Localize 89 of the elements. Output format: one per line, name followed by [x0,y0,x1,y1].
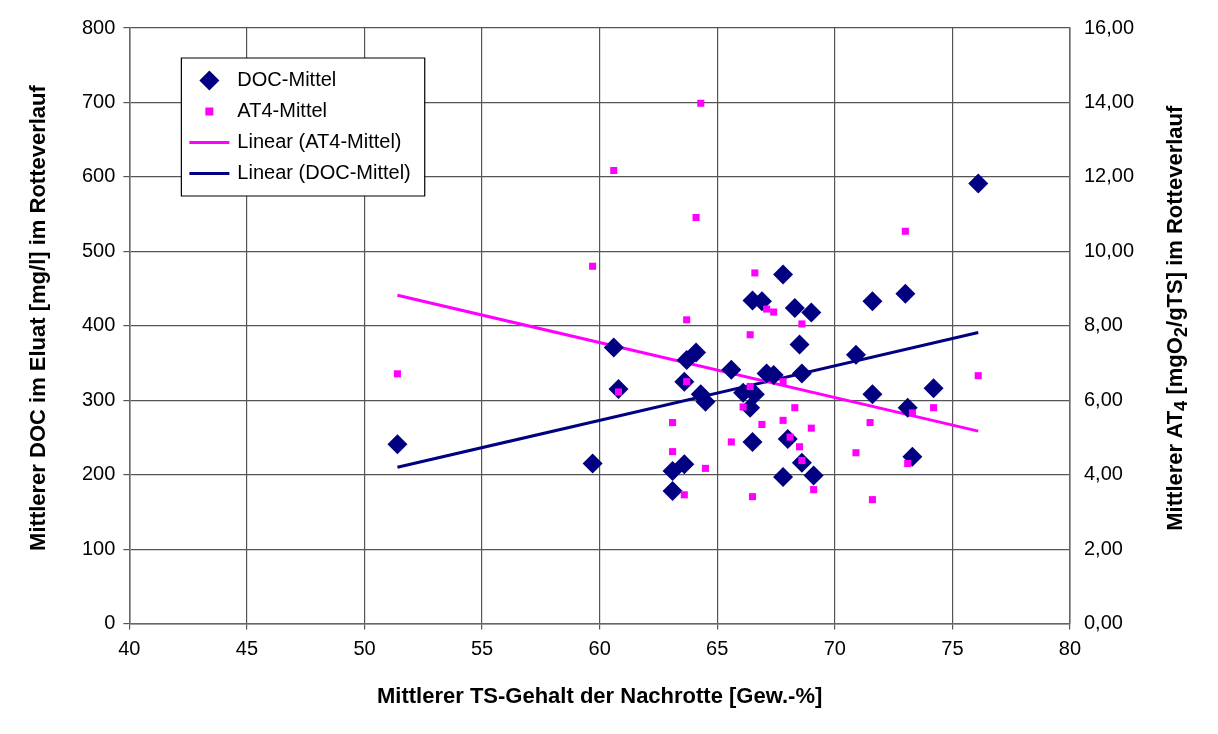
x-tick-label: 40 [118,637,141,660]
point [589,262,597,270]
y2-tick-label: 12,00 [1083,164,1135,187]
point [669,448,677,456]
point [974,372,982,380]
point [773,264,794,285]
y-axis-title: Mittlerer DOC im Eluat [mg/l] im Rotteverlauf [25,84,51,553]
point [904,460,912,468]
point [908,409,916,417]
point [784,297,805,318]
y2-tick-label: 0,00 [1083,611,1123,634]
point [746,331,754,339]
point [779,416,787,424]
point [791,363,812,384]
point [721,359,742,380]
point [742,431,763,452]
point [968,173,989,194]
x-tick-label: 50 [353,637,376,660]
y2-tick-label: 6,00 [1083,387,1123,410]
point [686,342,707,363]
point [697,99,705,107]
x-axis-title: Mittlerer TS-Gehalt der Nachrotte [Gew.-%] [376,682,823,708]
point [727,438,735,446]
point [801,302,822,323]
y2-tick-label: 10,00 [1083,238,1135,261]
point [692,213,700,222]
point [895,283,916,304]
y-tick-label: 800 [81,15,116,38]
x-tick-label: 45 [235,637,259,660]
y2-tick-label: 14,00 [1083,89,1135,112]
point [810,486,818,494]
point [789,334,810,355]
point [770,308,778,316]
point [739,403,747,411]
point [393,370,401,378]
point [763,305,771,313]
point [862,291,883,312]
point [669,419,677,427]
y-tick-label: 500 [81,238,116,261]
point [758,420,766,428]
point [674,454,695,475]
point [791,404,799,412]
legend-label: AT4-Mittel [237,99,328,122]
y2-tick-label: 2,00 [1083,536,1123,559]
point [680,491,688,499]
x-tick-label: 70 [823,637,846,660]
point [779,378,787,386]
point [862,384,883,405]
legend-label: Linear (DOC-Mittel) [237,161,411,184]
point [796,443,804,451]
point [683,316,691,324]
legend-label: Linear (AT4-Mittel) [237,130,402,153]
point [662,460,683,481]
point [387,434,408,455]
y2-tick-label: 8,00 [1083,313,1123,336]
x-tick-label: 60 [588,637,611,660]
point [845,344,866,365]
y-tick-label: 400 [81,313,116,336]
point [701,464,710,472]
point [866,419,874,427]
point [751,269,759,277]
point [807,424,815,432]
point [610,167,618,175]
y-tick-label: 200 [81,462,116,485]
point [773,466,794,487]
point [748,493,757,501]
y2-tick-label: 16,00 [1083,15,1135,38]
y2-tick-label: 4,00 [1083,462,1123,485]
y-tick-label: 700 [81,89,116,112]
point [603,337,624,358]
point [923,378,944,399]
point [868,496,876,504]
point [901,227,909,235]
point [746,382,754,391]
y-tick-label: 0 [104,611,116,634]
y-tick-label: 600 [81,164,116,187]
point [803,465,824,486]
legend-label: DOC-Mittel [237,68,337,91]
x-tick-label: 65 [706,637,729,660]
point [662,481,683,502]
point [930,404,938,412]
point [852,449,860,457]
y-tick-label: 300 [81,387,116,410]
y-tick-label: 100 [81,536,116,559]
x-tick-label: 75 [941,637,964,660]
point [798,320,806,328]
x-tick-label: 55 [470,637,494,660]
point [582,453,603,474]
x-tick-label: 80 [1058,637,1082,660]
